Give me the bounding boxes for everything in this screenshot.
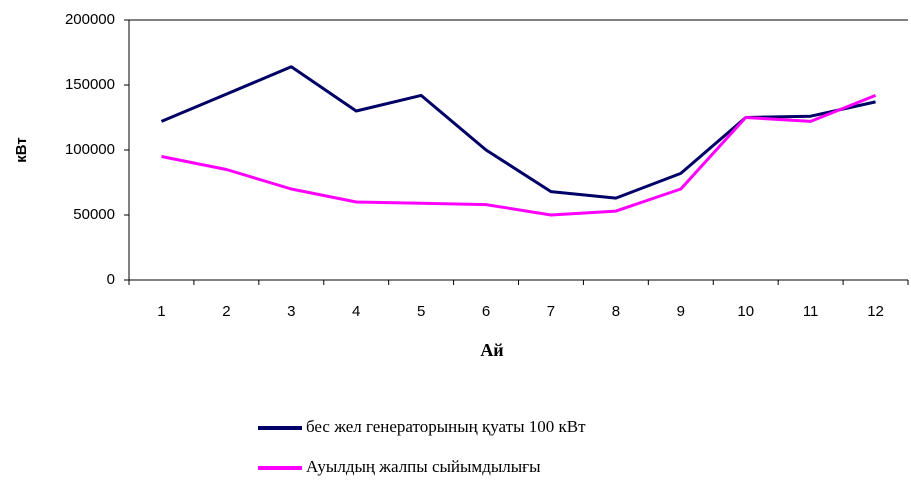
y-tick-label: 150000 — [65, 76, 115, 93]
y-tick-label: 0 — [107, 271, 115, 288]
x-tick-label: 2 — [222, 303, 230, 320]
x-tick-label: 8 — [612, 303, 620, 320]
x-tick-label: 3 — [287, 303, 295, 320]
x-tick-label: 10 — [737, 303, 754, 320]
series-line — [161, 94, 877, 217]
x-tick-label: 11 — [803, 303, 819, 320]
y-tick-label: 50000 — [73, 206, 115, 223]
series-line — [160, 65, 876, 200]
legend-label: бес жел генераторының қуаты 100 кВт — [306, 417, 586, 436]
x-tick-label: 4 — [352, 303, 360, 320]
x-tick-label: 1 — [157, 303, 165, 320]
x-tick-label: 12 — [867, 303, 884, 320]
y-axis-label: кВт — [13, 137, 30, 163]
y-tick-label: 200000 — [65, 11, 115, 28]
x-axis-label: Ай — [480, 340, 503, 360]
x-tick-label: 6 — [482, 303, 490, 320]
y-tick-label: 100000 — [65, 141, 115, 158]
x-tick-label: 7 — [547, 303, 555, 320]
legend-label: Ауылдың жалпы сыйымдылығы — [306, 457, 541, 476]
x-tick-label: 5 — [417, 303, 425, 320]
x-tick-label: 9 — [677, 303, 685, 320]
